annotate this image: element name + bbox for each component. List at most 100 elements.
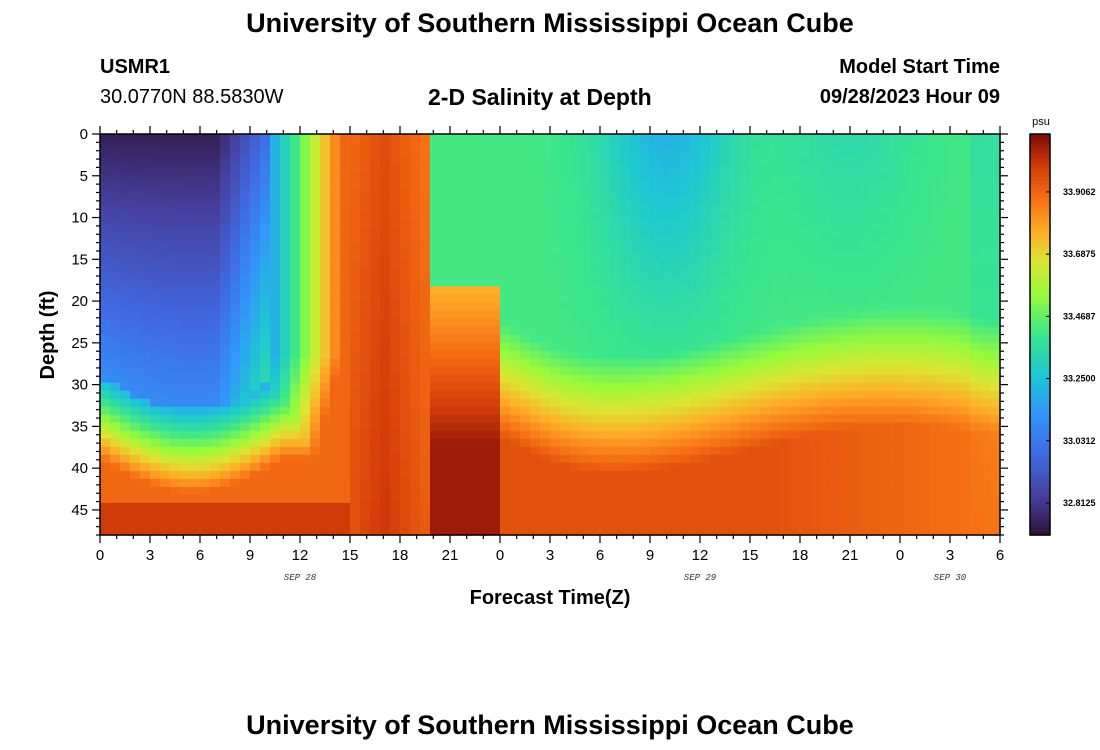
heatmap-cell bbox=[170, 270, 181, 279]
heatmap-cell bbox=[850, 262, 861, 271]
heatmap-cell bbox=[850, 422, 861, 432]
colorbar-segment bbox=[1030, 281, 1050, 285]
heatmap-cell bbox=[420, 318, 431, 328]
heatmap-cell bbox=[720, 382, 731, 392]
heatmap-cell bbox=[100, 382, 111, 392]
heatmap-cell bbox=[950, 270, 961, 279]
heatmap-cell bbox=[650, 294, 661, 304]
heatmap-cell bbox=[990, 206, 1001, 215]
heatmap-cell bbox=[140, 406, 151, 416]
heatmap-cell bbox=[700, 342, 711, 352]
heatmap-cell bbox=[350, 150, 361, 159]
heatmap-cell bbox=[120, 502, 131, 512]
heatmap-cell bbox=[410, 174, 421, 183]
heatmap-cell bbox=[270, 174, 281, 183]
heatmap-cell bbox=[360, 430, 371, 440]
heatmap-cell bbox=[780, 158, 791, 167]
heatmap-cell bbox=[880, 358, 891, 368]
heatmap-cell bbox=[340, 462, 351, 472]
heatmap-cell bbox=[460, 222, 471, 231]
heatmap-cell bbox=[240, 366, 251, 376]
heatmap-cell bbox=[720, 494, 731, 504]
heatmap-cell bbox=[240, 254, 251, 263]
heatmap-cell bbox=[880, 286, 891, 295]
heatmap-cell bbox=[710, 454, 721, 464]
heatmap-cell bbox=[510, 430, 521, 440]
heatmap-cell bbox=[450, 470, 461, 480]
heatmap-cell bbox=[490, 446, 501, 456]
heatmap-cell bbox=[490, 430, 501, 440]
heatmap-cell bbox=[110, 470, 121, 480]
heatmap-cell bbox=[950, 326, 961, 336]
heatmap-cell bbox=[570, 438, 581, 448]
heatmap-cell bbox=[570, 238, 581, 247]
colorbar-tick-label: 32.8125 bbox=[1063, 498, 1096, 508]
heatmap-cell bbox=[300, 438, 311, 448]
heatmap-cell bbox=[650, 470, 661, 480]
heatmap-cell bbox=[460, 166, 471, 175]
heatmap-cell bbox=[600, 270, 611, 279]
heatmap-cell bbox=[110, 430, 121, 440]
heatmap-cell bbox=[190, 342, 201, 352]
heatmap-cell bbox=[840, 526, 851, 536]
heatmap-cell bbox=[220, 166, 231, 175]
heatmap-cell bbox=[310, 206, 321, 215]
heatmap-cell bbox=[450, 382, 461, 392]
heatmap-cell bbox=[400, 470, 411, 480]
heatmap-cell bbox=[360, 462, 371, 472]
heatmap-cell bbox=[920, 222, 931, 231]
heatmap-cell bbox=[850, 518, 861, 528]
heatmap-cell bbox=[480, 294, 491, 304]
heatmap-cell bbox=[570, 350, 581, 360]
heatmap-cell bbox=[460, 502, 471, 512]
heatmap-cell bbox=[800, 390, 811, 400]
heatmap-cell bbox=[350, 142, 361, 151]
heatmap-cell bbox=[500, 302, 511, 312]
heatmap-cell bbox=[270, 422, 281, 432]
heatmap-cell bbox=[450, 262, 461, 271]
heatmap-cell bbox=[910, 446, 921, 456]
heatmap-cell bbox=[770, 478, 781, 488]
heatmap-cell bbox=[650, 374, 661, 384]
heatmap-cell bbox=[200, 310, 211, 320]
heatmap-cell bbox=[890, 222, 901, 231]
heatmap-cell bbox=[780, 406, 791, 416]
heatmap-cell bbox=[660, 334, 671, 344]
heatmap-cell bbox=[650, 302, 661, 312]
heatmap-cell bbox=[830, 230, 841, 239]
heatmap-cell bbox=[230, 158, 241, 167]
heatmap-cell bbox=[110, 406, 121, 416]
heatmap-cell bbox=[390, 142, 401, 151]
heatmap-cell bbox=[240, 502, 251, 512]
heatmap-cell bbox=[310, 270, 321, 279]
heatmap-cell bbox=[480, 518, 491, 528]
heatmap-cell bbox=[720, 454, 731, 464]
heatmap-cell bbox=[440, 334, 451, 344]
heatmap-cell bbox=[450, 406, 461, 416]
heatmap-cell bbox=[120, 198, 131, 207]
heatmap-cell bbox=[600, 342, 611, 352]
heatmap-cell bbox=[360, 510, 371, 520]
heatmap-cell bbox=[630, 286, 641, 295]
heatmap-cell bbox=[260, 270, 271, 279]
heatmap-cell bbox=[550, 206, 561, 215]
heatmap-cell bbox=[210, 198, 221, 207]
heatmap-cell bbox=[150, 502, 161, 512]
heatmap-cell bbox=[290, 382, 301, 392]
heatmap-cell bbox=[520, 518, 531, 528]
heatmap-cell bbox=[680, 510, 691, 520]
heatmap-cell bbox=[200, 214, 211, 223]
heatmap-cell bbox=[260, 214, 271, 223]
heatmap-cell bbox=[530, 382, 541, 392]
heatmap-cell bbox=[920, 358, 931, 368]
heatmap-cell bbox=[540, 470, 551, 480]
heatmap-cell bbox=[470, 206, 481, 215]
heatmap-cell bbox=[400, 438, 411, 448]
heatmap-cell bbox=[230, 182, 241, 191]
heatmap-cell bbox=[720, 430, 731, 440]
heatmap-cell bbox=[270, 446, 281, 456]
heatmap-cell bbox=[500, 406, 511, 416]
heatmap-cell bbox=[510, 150, 521, 159]
heatmap-cell bbox=[690, 158, 701, 167]
heatmap-cell bbox=[120, 494, 131, 504]
